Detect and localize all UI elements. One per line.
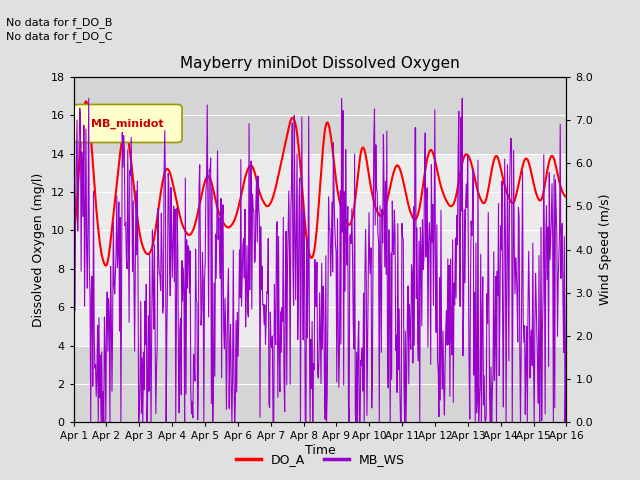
X-axis label: Time: Time [305, 444, 335, 457]
Y-axis label: Wind Speed (m/s): Wind Speed (m/s) [599, 194, 612, 305]
Text: MB_minidot: MB_minidot [92, 119, 164, 129]
Bar [74, 346, 566, 422]
Legend: DO_A, MB_WS: DO_A, MB_WS [230, 448, 410, 471]
Y-axis label: Dissolved Oxygen (mg/l): Dissolved Oxygen (mg/l) [32, 172, 45, 327]
Text: No data for f_DO_B: No data for f_DO_B [6, 17, 113, 28]
Title: Mayberry miniDot Dissolved Oxygen: Mayberry miniDot Dissolved Oxygen [180, 57, 460, 72]
Bar [74, 77, 566, 154]
FancyBboxPatch shape [74, 105, 182, 143]
Text: No data for f_DO_C: No data for f_DO_C [6, 31, 113, 42]
